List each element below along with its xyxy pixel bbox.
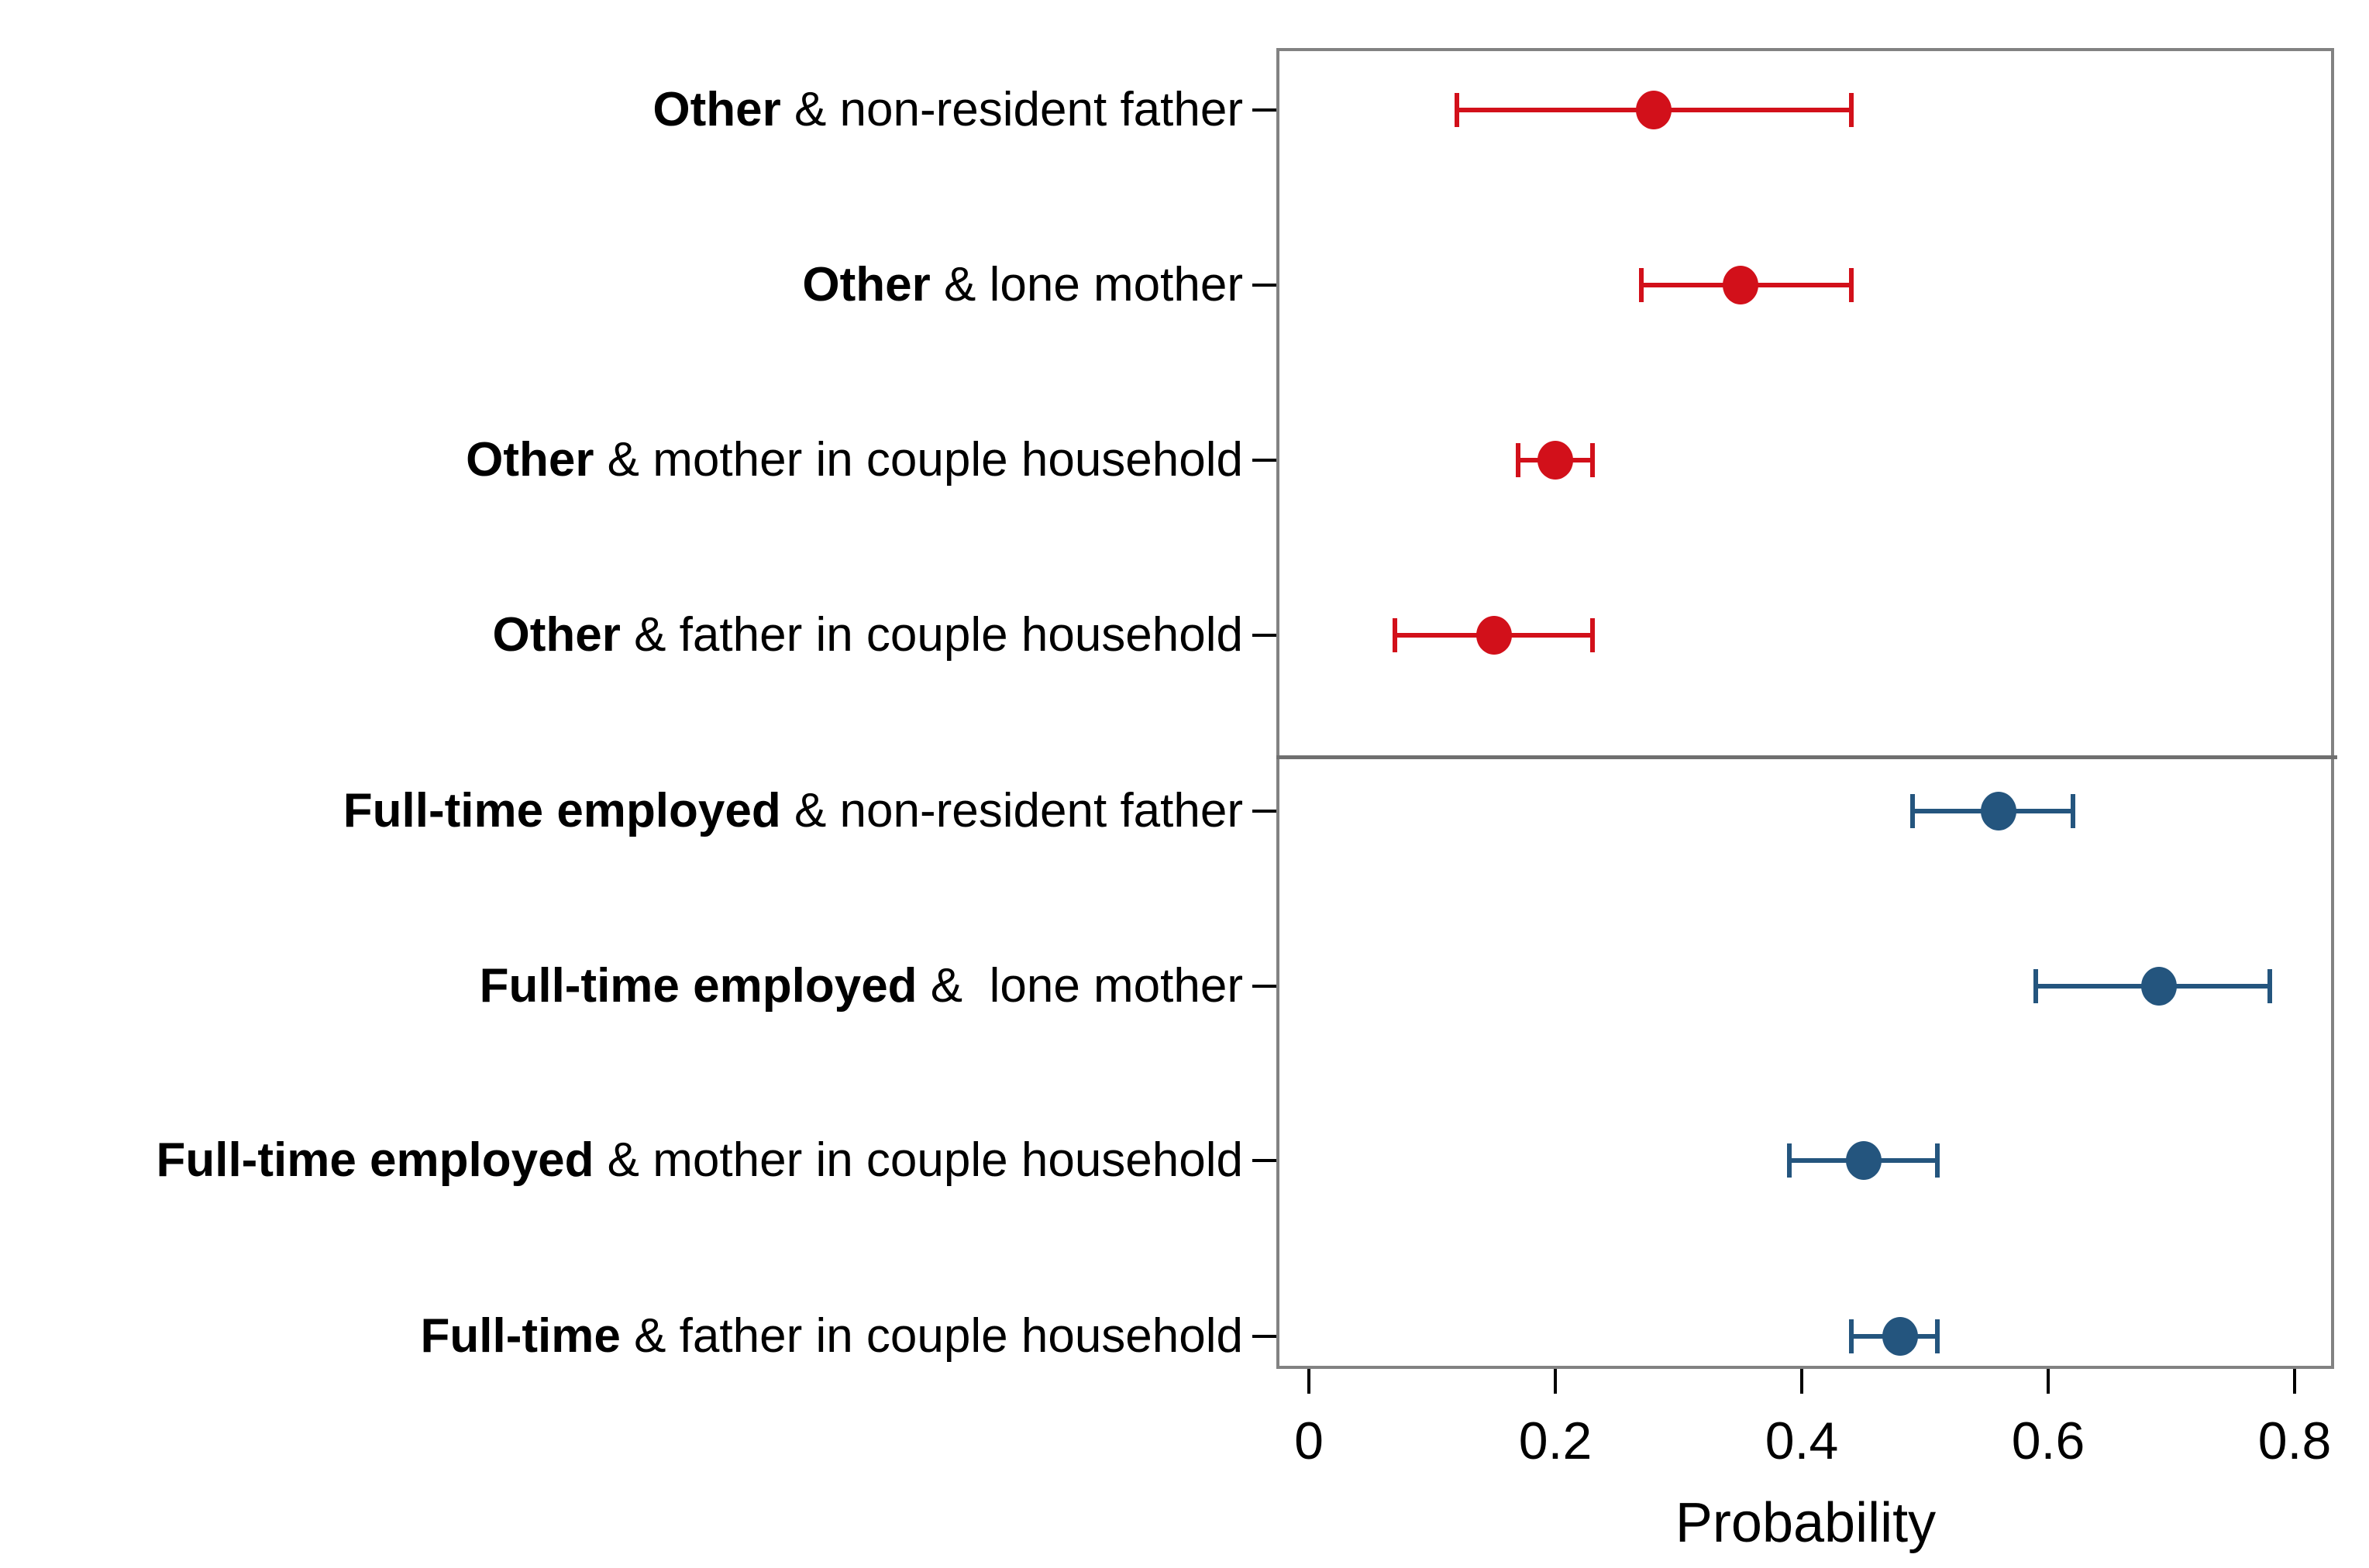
category-label-rest: & lone mother — [930, 258, 1243, 311]
point-marker — [2141, 967, 2178, 1006]
x-tick-mark — [1554, 1369, 1557, 1394]
category-label-rest: & mother in couple household — [594, 433, 1243, 487]
category-label: Full-time employed & non-resident father — [0, 787, 1243, 835]
category-tick — [1252, 459, 1276, 462]
category-label-rest: & non-resident father — [780, 83, 1243, 136]
point-marker — [1722, 266, 1758, 304]
error-bar-cap-high — [1934, 1319, 1940, 1353]
error-bar-cap-low — [1516, 443, 1521, 477]
plot-frame — [1276, 48, 2334, 1369]
category-label-rest: & father in couple household — [620, 1309, 1243, 1363]
x-tick-label: 0.4 — [1765, 1412, 1839, 1470]
category-label-bold: Other — [492, 608, 621, 662]
category-label-rest: & non-resident father — [780, 784, 1243, 837]
error-bar-cap-high — [1589, 618, 1595, 652]
category-label: Other & mother in couple household — [0, 436, 1243, 484]
category-label-bold: Full-time employed — [479, 959, 918, 1013]
error-bar-cap-low — [1393, 618, 1398, 652]
error-bar-cap-low — [1910, 794, 1916, 828]
error-bar-cap-high — [2070, 794, 2075, 828]
error-bar-cap-high — [2267, 969, 2273, 1003]
point-marker — [1537, 441, 1573, 480]
error-bar-cap-high — [1589, 443, 1595, 477]
category-label-bold: Other — [653, 83, 781, 136]
point-marker — [1882, 1317, 1919, 1356]
x-tick-mark — [2047, 1369, 2050, 1394]
panel-divider — [1276, 755, 2337, 759]
category-tick — [1252, 284, 1276, 287]
error-bar-cap-low — [1639, 268, 1644, 302]
x-tick-mark — [2293, 1369, 2296, 1394]
error-bar-cap-high — [1848, 268, 1854, 302]
category-label: Other & lone mother — [0, 261, 1243, 309]
category-label-rest: & father in couple household — [620, 608, 1243, 662]
category-label-rest: & mother in couple household — [594, 1133, 1243, 1187]
category-label: Other & father in couple household — [0, 611, 1243, 659]
point-marker — [1636, 91, 1672, 129]
category-label-rest: & lone mother — [917, 959, 1243, 1013]
category-tick — [1252, 108, 1276, 112]
error-bar-cap-low — [1848, 1319, 1854, 1353]
error-bar-cap-high — [1934, 1143, 1940, 1178]
x-tick-mark — [1307, 1369, 1310, 1394]
x-tick-label: 0.8 — [2257, 1412, 2332, 1470]
category-label: Full-time employed & mother in couple ho… — [0, 1136, 1243, 1185]
category-tick — [1252, 985, 1276, 988]
point-marker — [1845, 1141, 1882, 1180]
x-axis-title: Probability — [1675, 1492, 1937, 1554]
error-bar-cap-low — [1454, 93, 1459, 127]
x-tick-label: 0.6 — [2011, 1412, 2085, 1470]
point-marker — [1981, 792, 2017, 830]
x-tick-label: 0 — [1294, 1412, 1324, 1470]
point-marker — [1475, 616, 1512, 655]
category-tick — [1252, 634, 1276, 637]
error-bar-cap-low — [2033, 969, 2039, 1003]
category-label: Full-time & father in couple household — [0, 1312, 1243, 1360]
x-tick-label: 0.2 — [1518, 1412, 1593, 1470]
error-bar-cap-low — [1787, 1143, 1792, 1178]
category-tick — [1252, 810, 1276, 813]
category-tick — [1252, 1159, 1276, 1162]
category-tick — [1252, 1335, 1276, 1338]
category-label-bold: Full-time — [420, 1309, 621, 1363]
category-label: Other & non-resident father — [0, 86, 1243, 134]
x-tick-mark — [1800, 1369, 1803, 1394]
error-bar-cap-high — [1848, 93, 1854, 127]
category-label-bold: Full-time employed — [156, 1133, 594, 1187]
category-label: Full-time employed & lone mother — [0, 962, 1243, 1010]
category-label-bold: Full-time employed — [343, 784, 781, 837]
category-label-bold: Other — [466, 433, 594, 487]
category-label-bold: Other — [802, 258, 931, 311]
